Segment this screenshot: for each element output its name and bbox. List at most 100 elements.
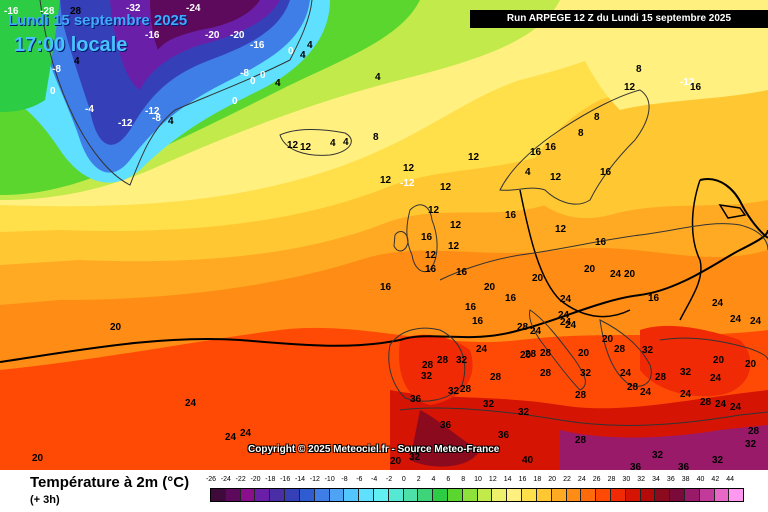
temperature-value-label: 20 [578, 348, 590, 359]
temperature-value-label: -12 [118, 118, 133, 129]
color-scale-bar [210, 488, 744, 502]
temperature-value-label: 16 [421, 232, 433, 243]
temperature-value-label: 24 [750, 316, 762, 327]
temperature-value-label: 20 [532, 273, 544, 284]
temperature-value-label: 4 [343, 137, 349, 148]
temperature-value-label: 20 [713, 355, 725, 366]
temperature-value-label: -8 [52, 64, 61, 75]
temperature-value-label: 24 [185, 398, 197, 409]
temperature-value-label: 12 [428, 205, 440, 216]
temperature-value-label: 12 [300, 142, 312, 153]
temperature-value-label: 28 [575, 390, 587, 401]
scale-value-label: 6 [446, 476, 451, 483]
temperature-value-label: 36 [498, 430, 510, 441]
temperature-value-label: 20 [602, 334, 614, 345]
scale-value-label: 26 [592, 476, 601, 483]
scale-value-label: 42 [711, 476, 720, 483]
scale-swatch [596, 489, 611, 501]
scale-swatch [299, 489, 315, 501]
temperature-value-label: 16 [456, 267, 468, 278]
scale-swatch [359, 489, 374, 501]
temperature-value-label: 32 [642, 345, 654, 356]
temperature-value-label: 4 [275, 78, 281, 89]
temperature-value-label: 28 [517, 322, 529, 333]
temperature-value-label: 12 [468, 152, 480, 163]
scale-swatch [507, 489, 523, 501]
temperature-value-label: -12 [145, 106, 160, 117]
temperature-value-label: 16 [595, 237, 607, 248]
temperature-value-label: 28 [614, 344, 626, 355]
scale-swatch [270, 489, 286, 501]
scale-value-label: 34 [652, 476, 660, 483]
temperature-value-label: 28 [575, 435, 587, 446]
temperature-value-label: 40 [522, 455, 534, 466]
scale-swatch [433, 489, 448, 501]
temperature-value-label: 32 [456, 355, 468, 366]
scale-value-label: 0 [401, 476, 406, 483]
temperature-value-label: 16 [472, 316, 484, 327]
temperature-value-label: 4 [330, 138, 336, 149]
temperature-value-label: 20 [484, 282, 496, 293]
temperature-value-label: 20 [624, 269, 636, 280]
temperature-value-label: 4 [168, 116, 174, 127]
temperature-value-label: -16 [145, 30, 160, 41]
temperature-value-label: -24 [186, 3, 201, 14]
temperature-value-label: 4 [525, 167, 531, 178]
temperature-value-label: 16 [648, 293, 660, 304]
temperature-value-label: -12 [400, 178, 415, 189]
scale-swatch [522, 489, 537, 501]
temperature-value-label: 24 [240, 428, 252, 439]
scale-value-label: 18 [533, 476, 542, 483]
temperature-value-label: 32 [745, 439, 757, 450]
scale-value-label: -20 [250, 476, 261, 483]
forecast-date: Lundi 15 septembre 2025 [8, 12, 188, 29]
scale-value-label: 22 [563, 476, 571, 483]
legend-title: Température à 2m (°C) [30, 474, 190, 491]
temperature-value-label: 28 [70, 6, 82, 17]
temperature-value-label: 36 [440, 420, 452, 431]
temperature-value-label: -20 [230, 30, 245, 41]
scale-swatch [225, 489, 241, 501]
scale-value-label: 36 [666, 476, 675, 483]
temperature-value-label: 28 [748, 426, 760, 437]
scale-value-label: -26 [205, 476, 217, 483]
scale-value-label: 14 [503, 476, 512, 483]
temperature-value-label: 12 [624, 82, 636, 93]
temperature-value-label: 36 [630, 462, 642, 470]
temperature-map: -16 -28 28 -32 -24 -16 -20 -20 -16 0 4 -8 0 -8 0 4 0 -4 -1… [0, 0, 768, 470]
temperature-value-label: 12 [287, 140, 299, 151]
temperature-value-label: 12 [448, 241, 460, 252]
temperature-value-label: 20 [390, 456, 402, 467]
temperature-value-label: 28 [540, 368, 552, 379]
temperature-value-label: -32 [126, 3, 141, 14]
temperature-value-label: 32 [448, 386, 460, 397]
temperature-value-label: 8 [594, 112, 600, 123]
temperature-value-label: -12 [680, 77, 695, 88]
scale-swatch [462, 489, 478, 501]
scale-swatch [685, 489, 700, 501]
scale-swatch [388, 489, 404, 501]
temperature-value-label: 8 [373, 132, 379, 143]
scale-value-label: 16 [518, 476, 527, 483]
scale-swatch [373, 489, 389, 501]
legend-footer: Température à 2m (°C) (+ 3h) -26 -24 -22 -2… [0, 470, 768, 512]
temperature-value-label: 24 [680, 389, 692, 400]
temperature-value-label: 28 [525, 349, 537, 360]
scale-value-label: -14 [294, 476, 306, 483]
temperature-value-label: -4 [85, 104, 94, 115]
temperature-value-label: 20 [32, 453, 44, 464]
scale-value-label: 30 [622, 476, 631, 483]
temperature-value-label: 16 [425, 264, 437, 275]
copyright-notice: Copyright © 2025 Meteociel.fr - Source M… [248, 444, 500, 455]
scale-swatch [329, 489, 345, 501]
temperature-value-label: 16 [690, 82, 702, 93]
temperature-value-label: 24 [530, 326, 542, 337]
temperature-value-label: 8 [578, 128, 584, 139]
temperature-value-label: 12 [555, 224, 567, 235]
temperature-value-label: 20 [110, 322, 122, 333]
temperature-value-label: -16 [4, 6, 19, 17]
scale-value-label: -22 [235, 476, 246, 483]
temperature-value-label: 24 [620, 368, 632, 379]
scale-value-label: -16 [280, 476, 291, 483]
